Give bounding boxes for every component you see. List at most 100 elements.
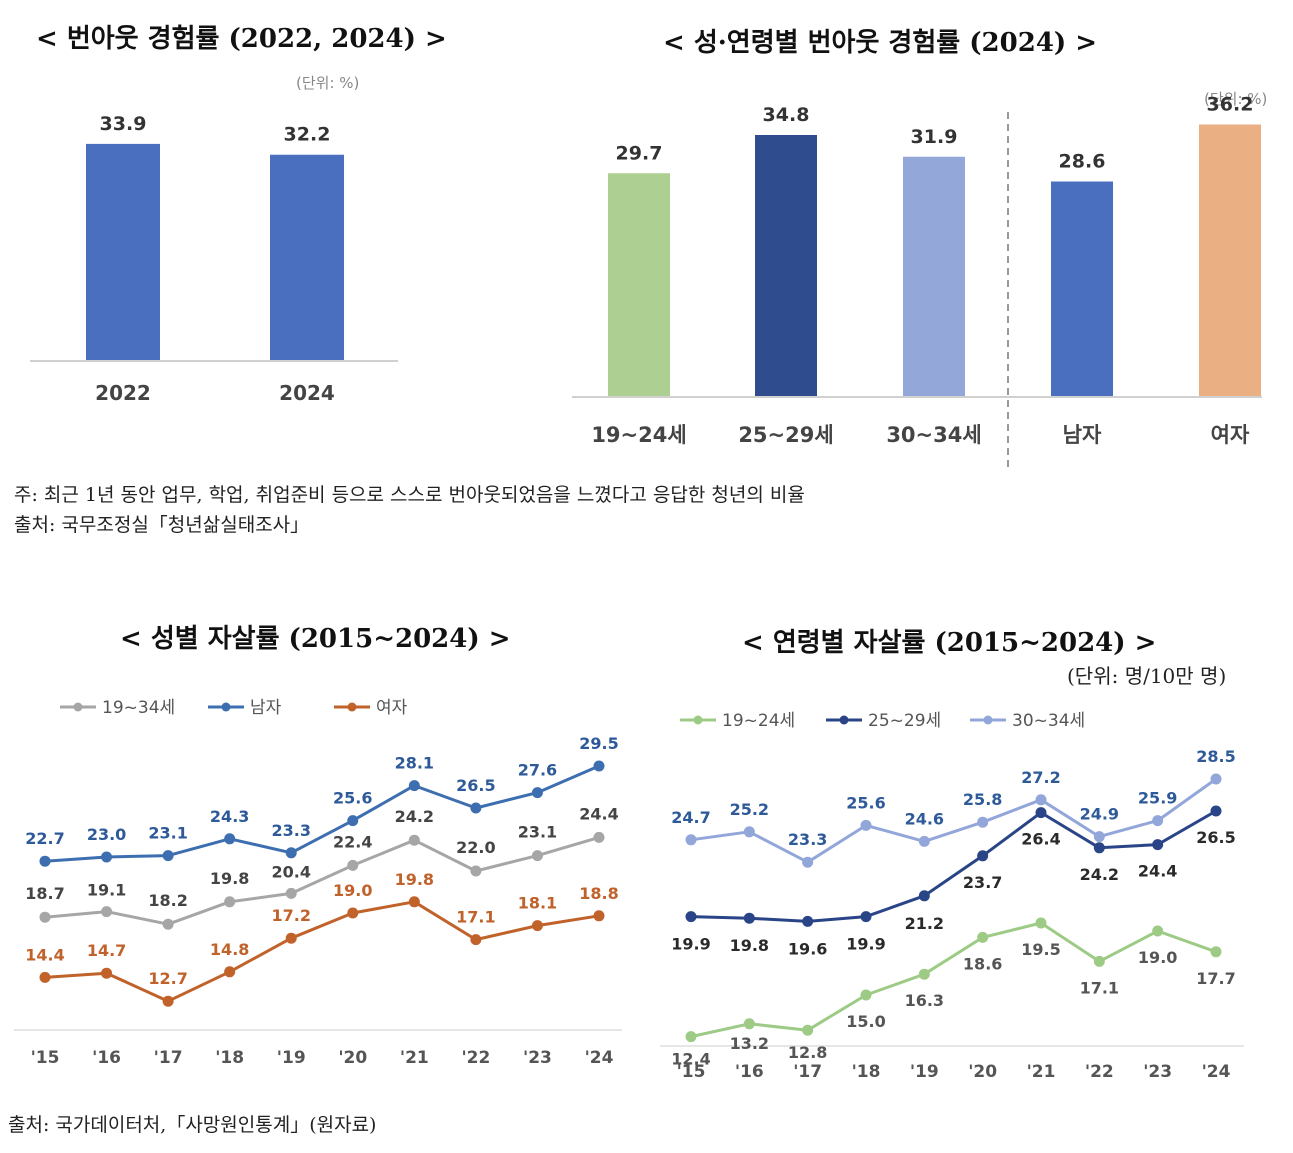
data-label: 12.7 — [148, 969, 187, 988]
data-label: 23.3 — [271, 821, 310, 840]
tick-label: '17 — [793, 1062, 822, 1082]
data-label: 33.9 — [100, 113, 147, 135]
data-point — [531, 850, 543, 862]
tick-label: 여자 — [1211, 423, 1250, 447]
tick-label: 2024 — [279, 381, 335, 405]
legend-swatch-marker — [839, 715, 849, 725]
bar — [1199, 124, 1261, 396]
data-label: 22.0 — [456, 838, 495, 857]
data-label: 26.5 — [1196, 828, 1235, 847]
data-point — [593, 760, 605, 772]
legend-label: 30~34세 — [1012, 711, 1085, 731]
data-point — [162, 918, 174, 930]
data-point — [802, 856, 814, 868]
data-point — [408, 780, 420, 792]
data-label: 14.4 — [25, 945, 64, 964]
burnout-source: 출처: 국무조정실「청년삶실태조사」 — [14, 514, 310, 536]
data-label: 34.8 — [763, 104, 810, 126]
tick-label: '19 — [277, 1048, 306, 1068]
data-point — [347, 815, 359, 827]
data-point — [39, 855, 51, 867]
data-point — [1152, 839, 1164, 851]
data-point — [802, 1024, 814, 1036]
series-line — [44, 764, 600, 863]
data-label: 19.9 — [671, 935, 710, 954]
data-point — [802, 915, 814, 927]
data-point — [224, 833, 236, 845]
data-point — [1093, 842, 1105, 854]
data-point — [101, 967, 113, 979]
data-label: 23.7 — [963, 873, 1002, 892]
data-point — [347, 859, 359, 871]
tick-label: '22 — [461, 1048, 490, 1068]
data-label: 27.2 — [1021, 768, 1060, 787]
data-label: 19.8 — [395, 870, 434, 889]
data-point — [918, 835, 930, 847]
unit-label: (단위: 명/10만 명) — [1067, 664, 1227, 688]
tick-label: '23 — [1143, 1062, 1172, 1082]
tick-label: '16 — [735, 1062, 764, 1082]
data-point — [743, 826, 755, 838]
data-label: 19.0 — [1138, 948, 1177, 967]
data-point — [1035, 794, 1047, 806]
data-label: 23.3 — [788, 830, 827, 849]
data-point — [1093, 955, 1105, 967]
series-line — [690, 809, 1217, 923]
data-point — [685, 911, 697, 923]
data-point — [1152, 925, 1164, 937]
legend-label: 남자 — [250, 698, 282, 718]
data-label: 16.3 — [905, 991, 944, 1010]
data-label: 19.6 — [788, 939, 827, 958]
data-label: 17.2 — [271, 906, 310, 925]
data-label: 17.7 — [1196, 969, 1235, 988]
series-line — [690, 921, 1217, 1039]
tick-label: '15 — [31, 1048, 60, 1068]
data-label: 24.2 — [1080, 865, 1119, 884]
data-point — [531, 920, 543, 932]
data-point — [685, 1031, 697, 1043]
tick-label: 2022 — [95, 381, 151, 405]
burnout-note: 주: 최근 1년 동안 업무, 학업, 취업준비 등으로 스스로 번아웃되었음을… — [14, 484, 805, 506]
tick-label: '21 — [1027, 1062, 1056, 1082]
data-point — [1210, 805, 1222, 817]
data-point — [977, 850, 989, 862]
series-line — [44, 900, 600, 1003]
data-label: 23.1 — [148, 824, 187, 843]
legend-label: 25~29세 — [868, 711, 941, 731]
chart-title: < 연령별 자살률 (2015~2024) > — [742, 628, 1157, 658]
data-point — [347, 907, 359, 919]
bar — [903, 156, 965, 396]
data-label: 25.2 — [730, 800, 769, 819]
bar — [608, 173, 670, 396]
legend-label: 19~34세 — [102, 698, 175, 718]
data-label: 25.6 — [333, 789, 372, 808]
unit-label: (단위: %) — [1204, 90, 1268, 108]
chart-title: < 성·연령별 번아웃 경험률 (2024) > — [663, 28, 1098, 58]
data-label: 25.9 — [1138, 789, 1177, 808]
series-line — [690, 777, 1217, 864]
data-label: 32.2 — [284, 124, 331, 146]
data-label: 36.2 — [1207, 94, 1254, 116]
data-point — [918, 968, 930, 980]
tick-label: '20 — [338, 1048, 367, 1068]
tick-label: '19 — [910, 1062, 939, 1082]
data-label: 23.1 — [518, 823, 557, 842]
data-point — [531, 787, 543, 799]
series-line — [44, 835, 600, 926]
data-label: 12.8 — [788, 1043, 827, 1062]
data-label: 19.0 — [333, 881, 372, 900]
bar — [270, 154, 344, 360]
data-label: 22.7 — [25, 829, 64, 848]
data-point — [39, 971, 51, 983]
data-label: 25.8 — [963, 790, 1002, 809]
data-label: 19.9 — [846, 935, 885, 954]
bar — [86, 143, 160, 360]
tick-label: '16 — [92, 1048, 121, 1068]
tick-label: 남자 — [1063, 423, 1102, 447]
tick-label: '15 — [677, 1062, 706, 1082]
data-label: 19.8 — [210, 869, 249, 888]
